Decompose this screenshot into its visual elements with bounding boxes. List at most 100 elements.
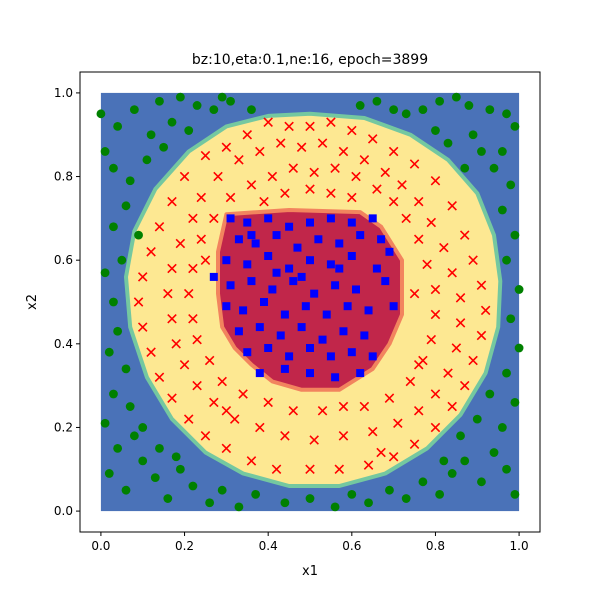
data-point-1-74 [255,422,265,433]
data-point-0-26 [121,201,131,211]
data-point-1-107 [359,401,370,412]
data-point-0-13 [401,109,411,119]
data-point-1-47 [338,146,349,157]
data-point-0-87 [155,443,164,453]
data-point-1-89 [401,213,411,224]
y-tick-label-3: 0.6 [54,253,73,267]
data-point-1-71 [413,405,424,416]
y-tick-label-4: 0.8 [54,170,73,184]
data-point-2-1 [243,218,252,227]
data-point-1-30 [447,401,457,412]
data-point-1-95 [430,284,441,295]
data-point-1-64 [171,339,181,349]
y-tick-label-0: 0.0 [54,504,73,518]
data-point-0-82 [184,126,194,135]
data-point-1-66 [179,359,190,370]
data-point-0-75 [506,180,516,190]
data-point-2-9 [251,239,260,248]
data-point-0-62 [477,477,486,487]
data-point-2-28 [310,289,319,298]
data-point-2-44 [318,335,327,344]
data-point-1-92 [188,263,198,274]
data-point-0-29 [117,255,127,265]
data-point-1-34 [409,439,420,449]
data-point-2-26 [268,285,277,294]
data-point-0-43 [150,473,160,483]
data-point-0-2 [129,105,139,115]
data-point-2-16 [222,256,231,265]
data-point-0-61 [460,456,470,466]
data-point-1-106 [263,397,273,408]
data-point-1-28 [459,380,470,391]
data-point-1-2 [305,121,315,132]
data-point-2-25 [247,277,256,286]
data-point-1-75 [367,426,378,437]
data-point-0-72 [502,255,511,265]
data-point-2-33 [239,306,248,315]
data-point-1-38 [363,460,374,470]
x-tick-label-0: 0.0 [91,539,110,553]
data-point-2-24 [226,281,235,290]
data-point-1-10 [409,159,420,169]
data-point-2-63 [385,247,394,256]
data-point-2-4 [306,218,314,227]
data-point-2-61 [297,272,306,281]
data-point-0-57 [401,494,411,503]
x-axis-label: x1 [302,564,318,579]
data-point-1-83 [330,163,340,173]
data-point-1-45 [296,142,307,153]
data-point-1-15 [154,221,165,232]
data-point-0-19 [502,109,511,119]
data-point-2-17 [243,260,252,269]
data-point-0-40 [104,469,114,478]
data-point-1-52 [196,192,207,203]
data-point-2-41 [255,323,264,332]
data-point-2-56 [306,369,314,378]
data-point-1-79 [246,180,257,190]
data-point-1-110 [338,401,349,412]
chart-title: bz:10,eta:0.1,ne:16, epoch=3899 [192,52,428,68]
data-point-1-100 [204,355,215,366]
data-point-2-14 [356,231,365,240]
data-point-0-54 [347,489,357,499]
data-point-2-29 [331,281,340,290]
data-point-1-25 [146,347,156,357]
x-tick-label-2: 0.4 [259,539,278,553]
y-axis-label: x2 [25,294,40,310]
data-point-0-92 [439,456,449,466]
data-point-0-79 [468,130,478,140]
data-point-0-4 [175,92,185,102]
data-point-1-119 [221,405,232,416]
data-point-2-32 [222,302,231,311]
data-point-0-14 [418,105,428,115]
data-point-0-45 [175,464,185,474]
data-point-0-31 [109,297,118,307]
data-point-1-59 [447,267,457,278]
data-point-2-47 [243,348,252,357]
data-point-2-34 [260,298,268,306]
data-point-0-48 [217,485,227,495]
data-point-0-42 [138,456,148,466]
data-point-1-97 [430,309,441,320]
data-point-0-18 [485,105,495,115]
data-point-2-40 [234,327,243,336]
data-point-1-84 [351,171,361,182]
data-point-2-43 [297,323,306,332]
data-point-2-22 [347,252,356,260]
data-point-1-108 [288,405,299,416]
data-point-0-89 [456,431,465,441]
data-point-1-103 [405,376,416,387]
data-point-0-28 [134,230,143,240]
data-point-1-27 [154,372,165,383]
data-point-1-41 [334,464,345,475]
data-point-0-71 [514,285,524,294]
data-point-1-54 [188,213,198,224]
data-point-0-5 [192,101,202,110]
data-point-1-88 [209,213,219,224]
data-point-1-8 [388,146,399,157]
data-point-0-74 [497,205,507,215]
data-point-2-7 [368,214,377,223]
data-point-2-8 [234,235,243,244]
data-point-0-9 [247,105,256,115]
data-point-1-22 [480,305,491,316]
